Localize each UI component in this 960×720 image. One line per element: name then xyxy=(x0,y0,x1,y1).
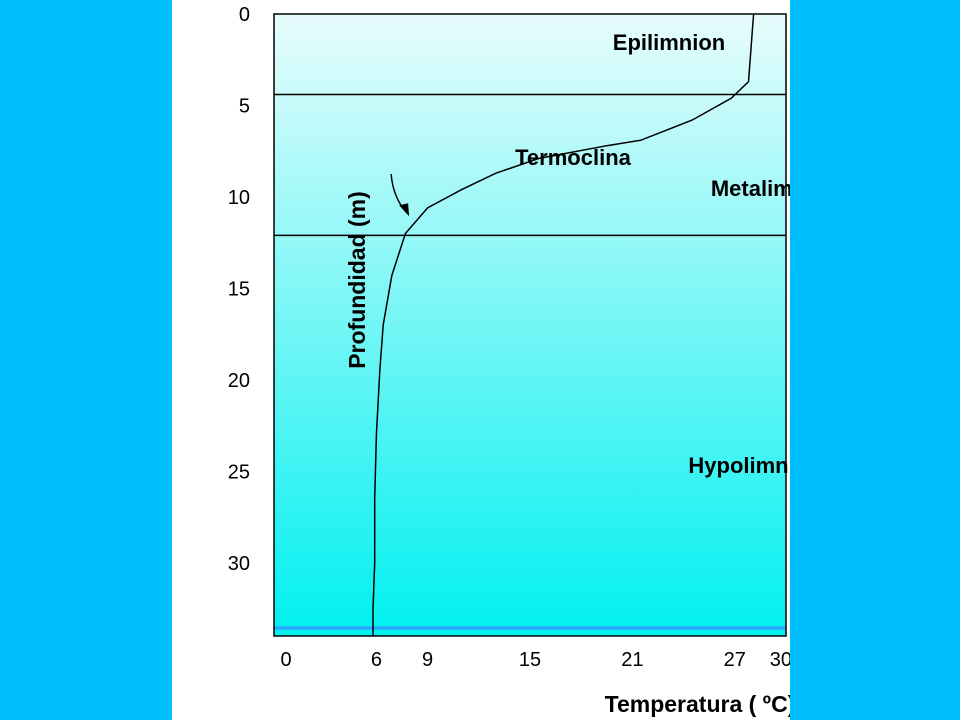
x-tick-label: 27 xyxy=(724,649,746,671)
y-tick-label: 10 xyxy=(228,187,250,209)
plot-frame xyxy=(273,13,787,637)
annotation-arrow-head xyxy=(399,203,410,217)
y-tick-label: 0 xyxy=(239,4,250,26)
layer-label-hypolimnion: Hypolimnion xyxy=(688,453,790,478)
y-tick-label: 25 xyxy=(228,461,250,483)
y-tick-label: 20 xyxy=(228,370,250,392)
temperature-profile-line xyxy=(372,13,755,636)
x-tick-label: 21 xyxy=(621,649,643,671)
x-tick-label: 0 xyxy=(280,649,291,671)
x-tick-label: 15 xyxy=(519,649,541,671)
x-tick-label: 9 xyxy=(422,649,433,671)
x-tick-label: 6 xyxy=(371,649,382,671)
y-axis-title: Profundidad (m) xyxy=(344,191,370,369)
temperature-depth-chart: 0 5 10 15 20 25 30 0 6 9 15 21 27 30 Epilimnion Meta… xyxy=(228,4,790,717)
annotation-termoclina: Termoclina xyxy=(515,145,632,170)
y-tick-label: 30 xyxy=(228,553,250,575)
plot-area xyxy=(274,14,786,636)
x-tick-label: 30 xyxy=(770,649,790,671)
y-tick-label: 5 xyxy=(239,95,250,117)
slide: 0 5 10 15 20 25 30 0 6 9 15 21 27 30 Epilimnion Meta… xyxy=(172,0,790,720)
layer-label-metalimnion: Metalimnion xyxy=(711,176,790,201)
x-axis-title: Temperatura ( ºC) xyxy=(605,691,790,717)
layer-label-epilimnion: Epilimnion xyxy=(613,30,725,55)
y-tick-label: 15 xyxy=(228,278,250,300)
